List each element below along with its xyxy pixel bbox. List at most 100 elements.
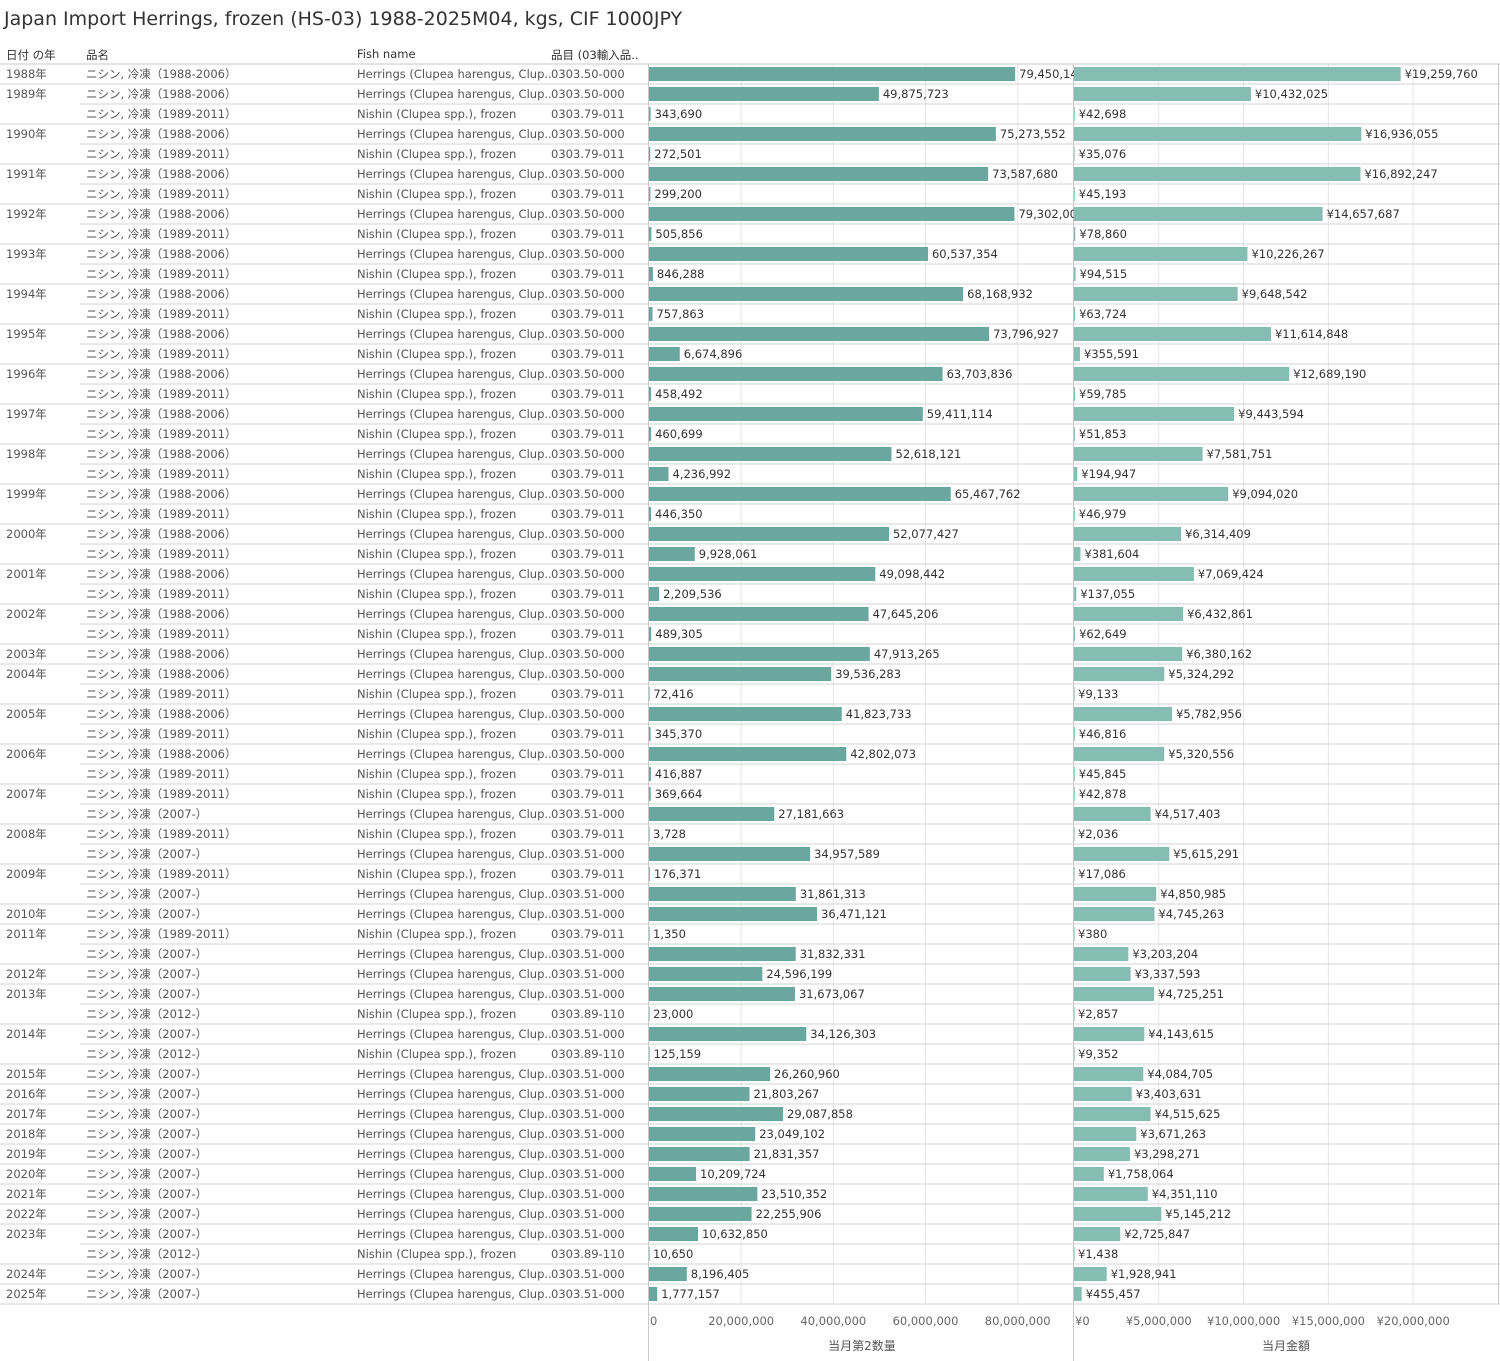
quantity-bar	[649, 367, 943, 381]
row-fish-name: Herrings (Clupea harengus, Clup..	[357, 707, 552, 721]
row-fish-name: Nishin (Clupea spp.), frozen	[357, 1047, 516, 1061]
quantity-bar	[649, 1087, 750, 1101]
row-fish-name: Herrings (Clupea harengus, Clup..	[357, 887, 552, 901]
quantity-bar	[649, 527, 890, 541]
row-hinmei: ニシン, 冷凍（2012-）	[86, 1007, 207, 1021]
row-code: 0303.50-000	[551, 747, 625, 761]
header-hinmei[interactable]: 品名	[86, 48, 109, 62]
quantity-label: 65,467,762	[955, 487, 1021, 501]
value-bar	[1074, 547, 1081, 561]
header-year[interactable]: 日付 の年	[6, 48, 56, 62]
row-fish-name: Nishin (Clupea spp.), frozen	[357, 727, 516, 741]
row-year: 2024年	[6, 1267, 47, 1281]
quantity-bar	[649, 667, 832, 681]
value-label: ¥3,298,271	[1134, 1147, 1200, 1161]
row-hinmei: ニシン, 冷凍（1988-2006）	[86, 207, 237, 221]
header-fish-name[interactable]: Fish name	[357, 47, 416, 61]
value-bar	[1074, 807, 1151, 821]
value-label: ¥4,745,263	[1158, 907, 1224, 921]
row-hinmei: ニシン, 冷凍（1988-2006）	[86, 487, 237, 501]
value-label: ¥19,259,760	[1405, 67, 1478, 81]
row-year: 1992年	[6, 207, 47, 221]
row-code: 0303.50-000	[551, 667, 625, 681]
row-hinmei: ニシン, 冷凍（1989-2011）	[86, 507, 237, 521]
row-fish-name: Herrings (Clupea harengus, Clup..	[357, 607, 552, 621]
x-axis-title-value: 当月金額	[1262, 1338, 1310, 1353]
value-label: ¥3,671,263	[1140, 1127, 1206, 1141]
value-bar	[1074, 327, 1271, 341]
value-label: ¥45,193	[1079, 187, 1127, 201]
row-code: 0303.50-000	[551, 407, 625, 421]
row-hinmei: ニシン, 冷凍（1989-2011）	[86, 827, 237, 841]
quantity-label: 36,471,121	[821, 907, 887, 921]
value-bar	[1074, 207, 1323, 221]
row-code: 0303.51-000	[551, 1027, 625, 1041]
value-label: ¥4,143,615	[1148, 1027, 1214, 1041]
value-bar	[1074, 947, 1129, 961]
quantity-bar	[649, 1207, 752, 1221]
row-fish-name: Nishin (Clupea spp.), frozen	[357, 1007, 516, 1021]
row-hinmei: ニシン, 冷凍（2007-）	[86, 1227, 207, 1241]
row-code: 0303.51-000	[551, 1227, 625, 1241]
row-year: 2020年	[6, 1167, 47, 1181]
value-bar	[1074, 1247, 1075, 1261]
quantity-bar	[649, 347, 680, 361]
header-code[interactable]: 品目 (03輸入品..	[551, 48, 639, 62]
value-label: ¥137,055	[1080, 587, 1135, 601]
row-fish-name: Herrings (Clupea harengus, Clup..	[357, 287, 552, 301]
row-code: 0303.79-011	[551, 347, 625, 361]
row-hinmei: ニシン, 冷凍（1989-2011）	[86, 307, 237, 321]
quantity-bar	[649, 247, 928, 261]
row-fish-name: Herrings (Clupea harengus, Clup..	[357, 647, 552, 661]
row-code: 0303.50-000	[551, 207, 625, 221]
value-label: ¥59,785	[1079, 387, 1127, 401]
value-bar	[1074, 167, 1361, 181]
quantity-label: 34,126,303	[810, 1027, 876, 1041]
row-fish-name: Herrings (Clupea harengus, Clup..	[357, 1187, 552, 1201]
value-bar	[1074, 847, 1170, 861]
quantity-label: 79,302,008	[1018, 207, 1084, 221]
value-label: ¥3,337,593	[1135, 967, 1201, 981]
value-bar	[1074, 427, 1075, 441]
value-bar	[1074, 147, 1075, 161]
quantity-label: 299,200	[654, 187, 702, 201]
row-hinmei: ニシン, 冷凍（2012-）	[86, 1247, 207, 1261]
row-code: 0303.51-000	[551, 1207, 625, 1221]
value-bar	[1074, 487, 1229, 501]
value-label: ¥355,591	[1084, 347, 1139, 361]
quantity-bar	[649, 287, 964, 301]
row-code: 0303.79-011	[551, 547, 625, 561]
row-fish-name: Herrings (Clupea harengus, Clup..	[357, 987, 552, 1001]
quantity-label: 31,832,331	[800, 947, 866, 961]
row-code: 0303.51-000	[551, 1267, 625, 1281]
row-fish-name: Nishin (Clupea spp.), frozen	[357, 347, 516, 361]
quantity-bar	[649, 187, 651, 201]
quantity-bar	[649, 607, 869, 621]
row-year: 2013年	[6, 987, 47, 1001]
quantity-bar	[649, 947, 796, 961]
row-code: 0303.50-000	[551, 367, 625, 381]
row-code: 0303.51-000	[551, 1187, 625, 1201]
row-hinmei: ニシン, 冷凍（1988-2006）	[86, 407, 237, 421]
quantity-label: 52,618,121	[896, 447, 962, 461]
quantity-bar	[649, 447, 892, 461]
quantity-bar	[649, 1227, 699, 1241]
value-label: ¥9,648,542	[1242, 287, 1308, 301]
row-code: 0303.79-011	[551, 767, 625, 781]
row-year: 2000年	[6, 527, 47, 541]
axis-tick-label: 20,000,000	[708, 1314, 774, 1328]
value-bar	[1074, 767, 1075, 781]
row-code: 0303.51-000	[551, 947, 625, 961]
quantity-bar	[649, 1107, 784, 1121]
quantity-bar	[649, 787, 651, 801]
value-bar	[1074, 887, 1157, 901]
value-bar	[1074, 1087, 1132, 1101]
row-year: 2010年	[6, 907, 47, 921]
quantity-bar	[649, 707, 842, 721]
quantity-bar	[649, 587, 660, 601]
row-hinmei: ニシン, 冷凍（2007-）	[86, 1147, 207, 1161]
value-bar	[1074, 67, 1401, 81]
quantity-label: 31,861,313	[800, 887, 866, 901]
quantity-bar	[649, 227, 652, 241]
quantity-bar	[649, 907, 818, 921]
